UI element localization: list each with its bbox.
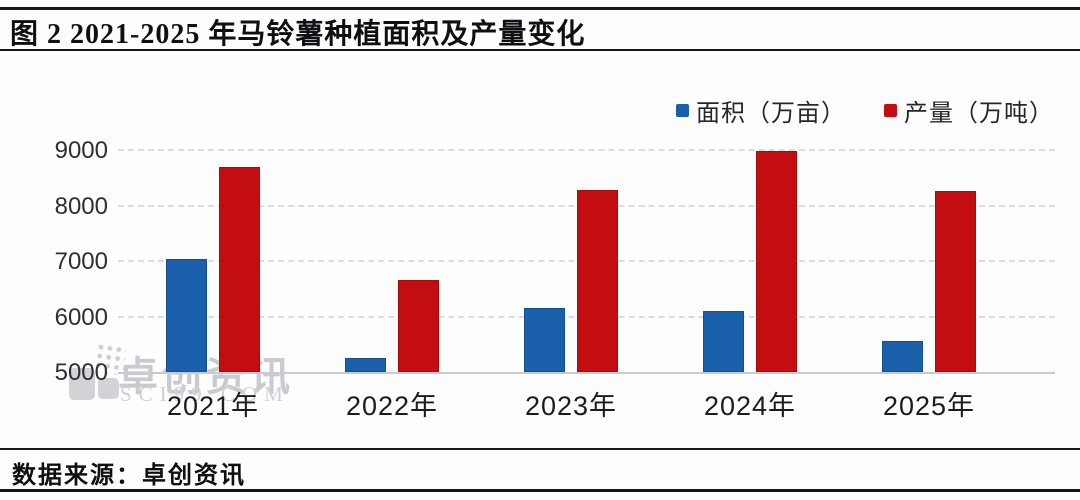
gridline-9000: [118, 149, 1055, 151]
footer-bottom-rule: [0, 489, 1080, 492]
x-axis-label-2025: 2025年: [882, 391, 976, 421]
x-axis-label-2024: 2024年: [703, 391, 797, 421]
bar-area-2021: [166, 259, 207, 372]
y-tick-label-6000: 6000: [54, 303, 108, 331]
y-tick-label-9000: 9000: [54, 137, 108, 164]
page-title: 图 2 2021-2025 年马铃薯种植面积及产量变化: [10, 19, 586, 50]
header-bottom-rule: [0, 49, 1080, 51]
bar-area-2025: [882, 341, 923, 372]
y-tick-label-8000: 8000: [54, 192, 108, 220]
bar-production-2023: [577, 189, 618, 372]
x-axis-label-2021: 2021年: [166, 391, 260, 421]
footer-top-rule: [0, 448, 1080, 450]
bar-area-2022: [345, 358, 386, 372]
legend-swatch-area-icon: [676, 104, 689, 117]
legend-label-area: 面积（万亩）: [696, 100, 846, 127]
legend-item-production: 产量（万吨）: [884, 93, 1054, 128]
chart-legend: 面积（万亩） 产量（万吨）: [676, 93, 1054, 128]
bar-production-2025: [935, 190, 976, 372]
bar-production-2022: [398, 280, 439, 372]
bar-production-2021: [219, 166, 260, 372]
x-axis-label-2023: 2023年: [524, 391, 618, 421]
header-top-rule: [0, 7, 1080, 10]
bar-area-2023: [524, 308, 565, 372]
data-source-note: 数据来源：卓创资讯: [12, 463, 246, 489]
x-axis-line: [118, 372, 1055, 374]
y-tick-label-5000: 5000: [54, 359, 108, 386]
legend-item-area: 面积（万亩）: [676, 93, 846, 128]
y-tick-label-7000: 7000: [54, 248, 108, 275]
bar-area-2024: [703, 310, 744, 372]
legend-label-production: 产量（万吨）: [904, 100, 1054, 127]
bar-production-2024: [756, 151, 797, 372]
legend-swatch-production-icon: [884, 104, 897, 117]
x-axis-label-2022: 2022年: [345, 391, 439, 421]
